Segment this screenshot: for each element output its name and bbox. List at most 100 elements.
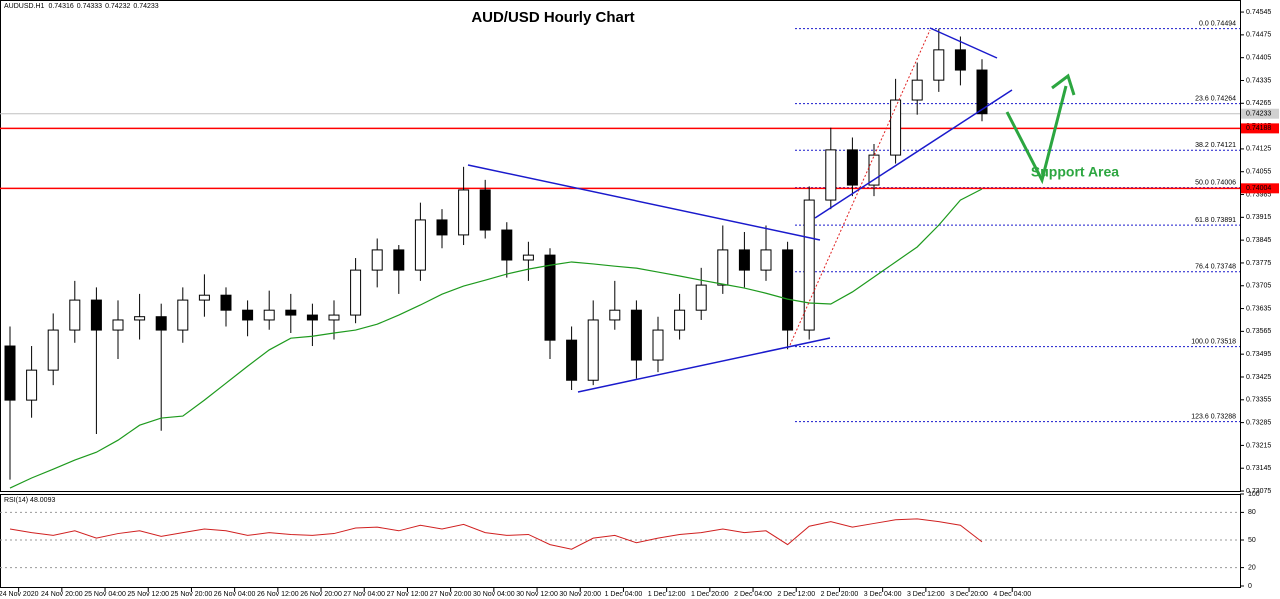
fib-label: 61.8 0.73891 (1195, 217, 1236, 224)
candle-body (285, 309, 297, 316)
y-tick-label: 0.73635 (1246, 305, 1271, 312)
fib-label: 100.0 0.73518 (1191, 339, 1236, 346)
x-tick-label: 25 Nov 12:00 (127, 591, 169, 598)
y-tick-label: 0.73285 (1246, 419, 1271, 426)
x-tick-label: 3 Dec 04:00 (864, 591, 902, 598)
fib-label: 0.0 0.74494 (1199, 21, 1236, 28)
last-price-box (1241, 108, 1279, 119)
candle-body (674, 309, 686, 331)
candle-body (328, 314, 340, 321)
y-tick-label: 0.73565 (1246, 328, 1271, 335)
candle-body (868, 154, 880, 186)
rsi-frame (0, 494, 1241, 588)
x-tick-label: 26 Nov 12:00 (257, 591, 299, 598)
candle-body (134, 316, 146, 321)
candle-body (976, 69, 988, 115)
x-tick-label: 3 Dec 20:00 (950, 591, 988, 598)
y-tick-label: 0.73495 (1246, 351, 1271, 358)
x-tick-label: 3 Dec 12:00 (907, 591, 945, 598)
y-tick-label: 0.73775 (1246, 260, 1271, 267)
trendlines (467, 27, 1013, 393)
trendline (467, 164, 821, 241)
arrow-path (1005, 85, 1068, 185)
x-tick-label: 1 Dec 20:00 (691, 591, 729, 598)
rsi-tick-label: 100 (1248, 491, 1260, 498)
y-tick-label: 0.74475 (1246, 32, 1271, 39)
x-tick-label: 2 Dec 20:00 (821, 591, 859, 598)
candle-body (4, 345, 16, 401)
candle-body (90, 299, 102, 331)
y-tick-label: 0.73915 (1246, 214, 1271, 221)
candle-body (47, 329, 59, 371)
candle-body (155, 316, 167, 331)
x-tick-label: 1 Dec 04:00 (605, 591, 643, 598)
candle-body (220, 294, 232, 311)
symbol: AUDUSD.H1 (4, 3, 45, 10)
rsi-line (9, 518, 983, 550)
candle-body (587, 319, 599, 381)
candle-body (436, 219, 448, 236)
candle-body (306, 314, 318, 321)
candle-body (695, 284, 707, 311)
level-label: 0.74004 (1246, 185, 1271, 192)
y-tick-label: 0.74055 (1246, 169, 1271, 176)
candle-body (458, 189, 470, 236)
candle-body (242, 309, 254, 321)
candle-body (782, 249, 794, 331)
candle-body (26, 369, 38, 401)
candle-body (717, 249, 729, 286)
x-tick-label: 24 Nov 20:00 (41, 591, 83, 598)
candle-body (544, 254, 556, 341)
candle-body (112, 319, 124, 331)
fib-label: 76.4 0.73748 (1195, 264, 1236, 271)
candle-body (803, 199, 815, 331)
candle-body (825, 149, 837, 201)
y-tick-label: 0.73985 (1246, 191, 1271, 198)
rsi-tick-label: 0 (1248, 583, 1252, 590)
y-tick-label: 0.73705 (1246, 283, 1271, 290)
chart-title: AUD/USD Hourly Chart (471, 9, 634, 26)
header-value: 0.74333 (77, 3, 102, 10)
candle-body (630, 309, 642, 361)
x-tick-label: 25 Nov 20:00 (171, 591, 213, 598)
trendline (929, 27, 998, 59)
candle-body (198, 294, 210, 301)
y-tick-label: 0.74265 (1246, 100, 1271, 107)
x-tick-label: 25 Nov 04:00 (84, 591, 126, 598)
plot-layer: 0.73075 0.73145 0.73215 0.73285 0.73355 0.734… (0, 9, 1279, 598)
candle-body (890, 99, 902, 156)
candle-body (263, 309, 275, 321)
candle-body (69, 299, 81, 331)
rsi-tick-label: 20 (1248, 564, 1256, 571)
candle-body (393, 249, 405, 271)
last-price-label: 0.74233 (1246, 111, 1271, 118)
y-tick-label: 0.73145 (1246, 465, 1271, 472)
candle-body (479, 189, 491, 231)
x-tick-label: 27 Nov 20:00 (430, 591, 472, 598)
y-tick-label: 0.74125 (1246, 146, 1271, 153)
y-tick-label: 0.74335 (1246, 77, 1271, 84)
candle-body (177, 299, 189, 331)
x-tick-label: 4 Dec 04:00 (993, 591, 1031, 598)
rsi-tick-label: 80 (1248, 509, 1256, 516)
y-tick-label: 0.73075 (1246, 488, 1271, 495)
header-value: 0.74316 (48, 3, 73, 10)
rsi-label: RSI(14) 48.0093 (4, 497, 55, 504)
annotation: Support Area (1031, 164, 1119, 180)
fib-label: 38.2 0.74121 (1195, 142, 1236, 149)
arrow-head (1051, 73, 1076, 96)
candle-body (760, 249, 772, 271)
trendline (814, 89, 1013, 219)
y-tick-label: 0.73845 (1246, 237, 1271, 244)
candle-body (911, 79, 923, 101)
fib-label: 50.0 0.74006 (1195, 180, 1236, 187)
x-tick-label: 1 Dec 12:00 (648, 591, 686, 598)
header-value: 0.74232 (105, 3, 130, 10)
level-box (1241, 123, 1279, 134)
fib-label: 123.6 0.73288 (1191, 413, 1236, 420)
header-value: 0.74233 (133, 3, 158, 10)
candle-body (414, 219, 426, 271)
rsi-tick-label: 50 (1248, 537, 1256, 544)
